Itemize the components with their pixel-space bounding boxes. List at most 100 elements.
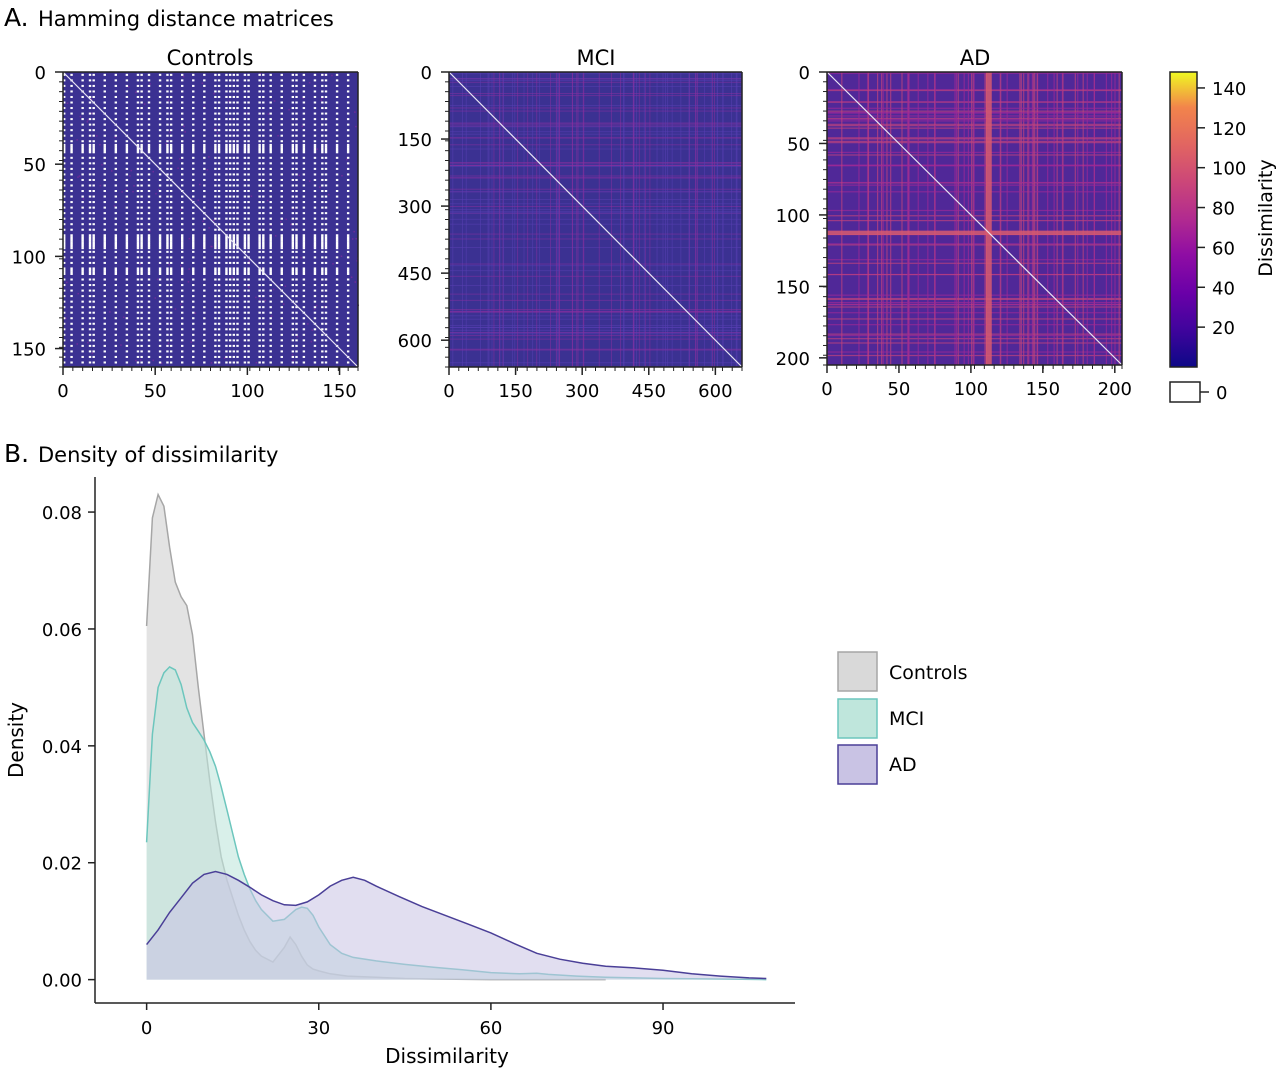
heatmap-zero-cell (313, 234, 317, 237)
heatmap-zero-cell (114, 295, 118, 298)
heatmap-zero-cell (321, 184, 324, 187)
heatmap-zero-cell (258, 306, 261, 309)
heatmap-zero-cell (324, 228, 328, 231)
heatmap-zero-cell (181, 173, 184, 176)
heatmap-zero-cell (88, 223, 92, 226)
heatmap-zero-cell (236, 284, 239, 287)
heatmap-zero-cell (291, 237, 295, 240)
heatmap-zero-cell (258, 206, 261, 209)
heatmap-zero-cell (81, 237, 84, 240)
heatmap-zero-cell (88, 167, 92, 170)
heatmap-zero-cell (136, 79, 140, 82)
heatmap-zero-cell (103, 162, 106, 165)
heatmap-zero-cell (181, 250, 184, 253)
heatmap-zero-cell (192, 243, 195, 246)
heatmap-zero-cell (291, 112, 295, 115)
heatmap-zero-cell (262, 261, 265, 264)
heatmap-zero-cell (247, 162, 250, 165)
heatmap-zero-cell (346, 272, 350, 275)
heatmap-zero-cell (324, 272, 328, 275)
heatmap-row (449, 79, 742, 81)
heatmap-zero-cell (236, 295, 239, 298)
heatmap-zero-cell (214, 73, 217, 76)
heatmap-zero-cell (70, 261, 73, 264)
heatmap-zero-cell (125, 151, 129, 154)
heatmap-zero-cell (169, 195, 173, 198)
heatmap-zero-cell (169, 112, 173, 115)
heatmap-cell (167, 342, 170, 345)
heatmap-zero-cell (258, 147, 261, 150)
heatmap-zero-cell (228, 149, 232, 152)
heatmap-zero-cell (280, 129, 283, 132)
heatmap-cell (255, 361, 258, 364)
heatmap-zero-cell (125, 201, 129, 204)
heatmap-zero-cell (147, 239, 151, 242)
heatmap-zero-cell (335, 311, 339, 314)
heatmap-zero-cell (232, 90, 236, 93)
heatmap-zero-cell (280, 107, 283, 110)
heatmap-zero-cell (147, 228, 151, 231)
heatmap-zero-cell (158, 143, 162, 146)
heatmap-zero-cell (88, 123, 92, 126)
heatmap-zero-cell (81, 156, 84, 159)
heatmap-column (577, 72, 579, 367)
heatmap-zero-cell (262, 149, 265, 152)
heatmap-zero-cell (280, 256, 283, 259)
heatmap-zero-cell (166, 223, 169, 226)
heatmap-zero-cell (291, 140, 295, 143)
heatmap-zero-cell (232, 350, 236, 353)
heatmap-zero-cell (192, 212, 195, 215)
heatmap-zero-cell (313, 247, 317, 250)
heatmap-zero-cell (262, 151, 265, 154)
heatmap-zero-cell (324, 278, 328, 281)
heatmap-zero-cell (346, 237, 350, 240)
heatmap-zero-cell (228, 245, 232, 248)
heatmap-zero-cell (247, 167, 250, 170)
heatmap-zero-cell (217, 149, 221, 152)
heatmap-zero-cell (295, 234, 298, 237)
heatmap-zero-cell (103, 256, 106, 259)
heatmap-zero-cell (88, 112, 92, 115)
heatmap-zero-cell (63, 101, 66, 104)
heatmap-cell (350, 276, 353, 278)
heatmap-zero-cell (81, 147, 84, 150)
heatmap-zero-cell (247, 149, 250, 152)
heatmap-zero-cell (313, 328, 317, 331)
heatmap-row (449, 188, 742, 190)
heatmap-zero-cell (232, 223, 236, 226)
heatmap-zero-cell (103, 134, 106, 137)
heatmap-zero-cell (203, 140, 206, 143)
heatmap-cell (165, 143, 167, 145)
heatmap-zero-cell (335, 212, 339, 215)
heatmap-zero-cell (269, 147, 272, 150)
heatmap-zero-cell (335, 123, 339, 126)
heatmap-zero-cell (203, 118, 206, 121)
heatmap-zero-cell (232, 271, 236, 274)
heatmap-zero-cell (228, 256, 232, 259)
heatmap-zero-cell (181, 201, 184, 204)
heatmap-zero-cell (81, 289, 84, 292)
heatmap-zero-cell (247, 118, 250, 121)
heatmap-zero-cell (158, 79, 162, 82)
heatmap-zero-cell (158, 223, 162, 226)
heatmap-zero-cell (214, 123, 217, 126)
colorbar-tick-label: 140 (1212, 79, 1246, 100)
heatmap-zero-cell (181, 149, 184, 152)
heatmap-zero-cell (324, 190, 328, 193)
heatmap-zero-cell (147, 328, 151, 331)
heatmap-diagonal (448, 71, 743, 368)
colorbar-tick-label: 120 (1212, 119, 1246, 140)
heatmap-zero-cell (313, 167, 317, 170)
heatmap-zero-cell (125, 243, 129, 246)
heatmap-row (449, 327, 742, 329)
heatmap-row (449, 125, 742, 127)
heatmap-zero-cell (236, 134, 239, 137)
heatmap-cell (201, 82, 204, 85)
heatmap-zero-cell (136, 306, 140, 309)
heatmap-zero-cell (136, 272, 140, 275)
heatmap-zero-cell (147, 145, 151, 148)
heatmap-zero-cell (321, 134, 324, 137)
heatmap-zero-cell (243, 311, 247, 314)
heatmap-zero-cell (166, 278, 169, 281)
heatmap-zero-cell (269, 149, 272, 152)
